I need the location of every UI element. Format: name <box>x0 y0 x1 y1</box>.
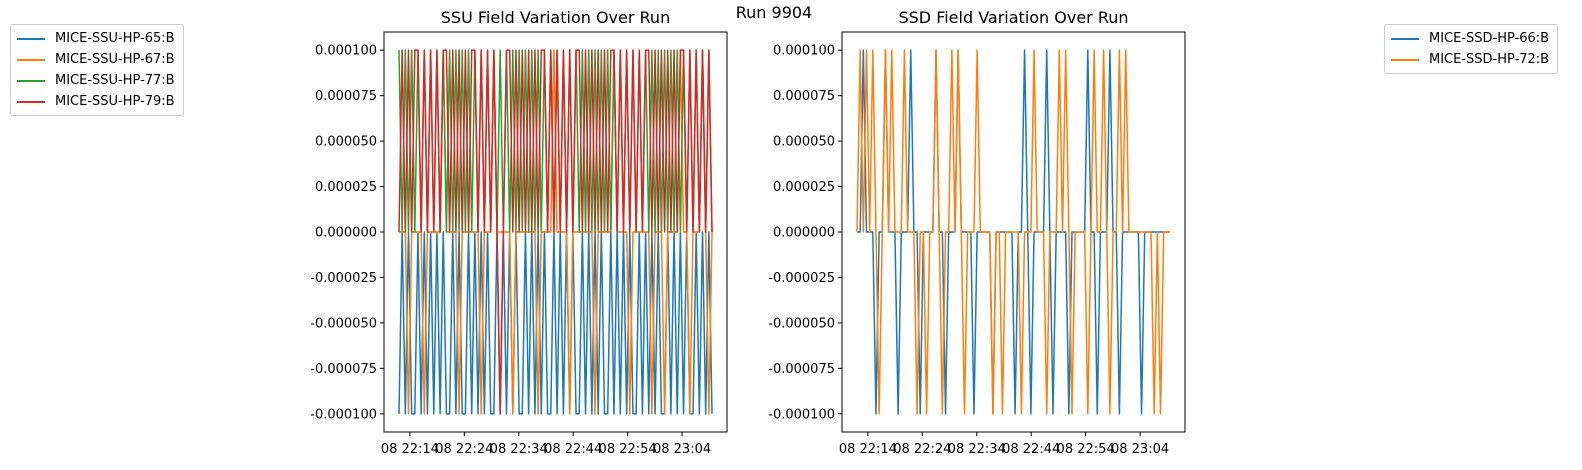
legend-swatch <box>17 37 45 40</box>
y-tick-label: 0.000025 <box>773 180 835 195</box>
y-tick-label: 0.000100 <box>315 44 377 59</box>
ssd-legend: MICE-SSD-HP-66:B MICE-SSD-HP-72:B <box>1384 24 1559 74</box>
legend-item: MICE-SSU-HP-67:B <box>17 49 175 70</box>
y-tick-label: -0.000025 <box>310 271 377 286</box>
legend-swatch <box>17 79 45 82</box>
legend-swatch <box>1391 58 1419 61</box>
y-tick-label: -0.000075 <box>768 362 835 377</box>
legend-label: MICE-SSU-HP-65:B <box>55 31 175 46</box>
x-tick-label: 08 22:34 <box>490 442 548 457</box>
y-tick-label: 0.000050 <box>315 135 377 150</box>
y-tick-label: -0.000100 <box>768 407 835 422</box>
legend-swatch <box>17 58 45 61</box>
x-tick-label: 08 22:44 <box>544 442 602 457</box>
legend-swatch <box>17 100 45 103</box>
y-tick-label: 0.000100 <box>773 44 835 59</box>
y-tick-label: -0.000050 <box>768 316 835 331</box>
x-tick-label: 08 22:14 <box>381 442 439 457</box>
y-tick-label: 0.000075 <box>315 89 377 104</box>
ssu-legend: MICE-SSU-HP-65:B MICE-SSU-HP-67:B MICE-SSU… <box>10 24 184 116</box>
legend-swatch <box>1391 37 1419 40</box>
legend-item: MICE-SSU-HP-79:B <box>17 91 175 112</box>
figure-title: Run 9904 <box>735 3 813 22</box>
x-tick-label: 08 23:04 <box>653 442 711 457</box>
x-tick-label: 08 22:54 <box>1057 442 1115 457</box>
series-line-1 <box>856 49 1170 415</box>
y-tick-label: -0.000075 <box>310 362 377 377</box>
legend-item: MICE-SSU-HP-77:B <box>17 70 175 91</box>
x-tick-label: 08 22:34 <box>948 442 1006 457</box>
legend-item: MICE-SSD-HP-72:B <box>1391 49 1549 70</box>
legend-item: MICE-SSD-HP-66:B <box>1391 28 1549 49</box>
y-tick-label: 0.000000 <box>773 226 835 241</box>
y-tick-label: 0.000025 <box>315 180 377 195</box>
y-tick-label: 0.000075 <box>773 89 835 104</box>
legend-label: MICE-SSD-HP-66:B <box>1429 31 1550 46</box>
x-tick-label: 08 22:54 <box>599 442 657 457</box>
panel-0: SSU Field Variation Over Run 0.000100 0.00… <box>310 8 728 457</box>
panel-1: SSD Field Variation Over Run 0.000100 0.00… <box>768 8 1186 457</box>
x-tick-label: 08 22:14 <box>839 442 897 457</box>
x-tick-label: 08 22:24 <box>893 442 951 457</box>
legend-label: MICE-SSU-HP-67:B <box>55 52 175 67</box>
series-line-0 <box>857 49 1170 415</box>
chart-title: SSU Field Variation Over Run <box>441 8 670 27</box>
x-tick-label: 08 22:24 <box>435 442 493 457</box>
chart-title: SSD Field Variation Over Run <box>898 8 1128 27</box>
legend-label: MICE-SSD-HP-72:B <box>1429 52 1550 67</box>
legend-item: MICE-SSU-HP-65:B <box>17 28 175 49</box>
y-tick-label: 0.000050 <box>773 135 835 150</box>
y-tick-label: -0.000050 <box>310 316 377 331</box>
series-line-0 <box>398 231 713 415</box>
x-tick-label: 08 22:44 <box>1002 442 1060 457</box>
y-tick-label: -0.000025 <box>768 271 835 286</box>
legend-label: MICE-SSU-HP-79:B <box>55 94 175 109</box>
y-tick-label: 0.000000 <box>315 226 377 241</box>
legend-label: MICE-SSU-HP-77:B <box>55 73 175 88</box>
series-line-3 <box>398 49 713 415</box>
y-tick-label: -0.000100 <box>310 407 377 422</box>
x-tick-label: 08 23:04 <box>1111 442 1169 457</box>
